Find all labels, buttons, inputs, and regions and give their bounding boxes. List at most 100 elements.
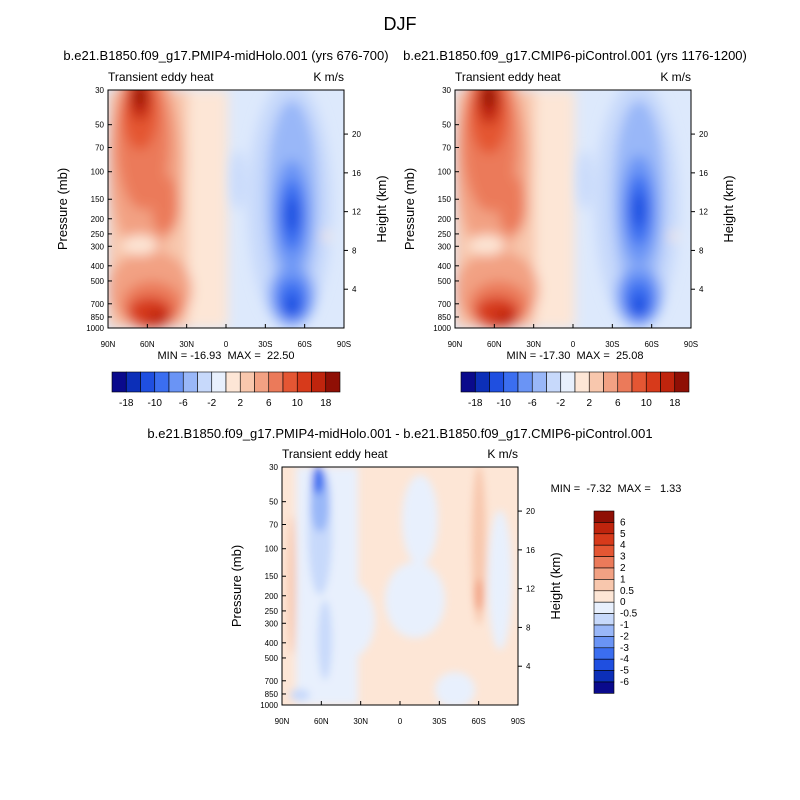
height-tick-label: 4 xyxy=(526,662,531,671)
y-tick-label: 300 xyxy=(91,242,105,251)
panel-2-colorbar: -18 -10 -6 -2 2 6 10 18 xyxy=(460,371,690,409)
colorbar-label: -4 xyxy=(620,654,629,665)
colorbar-box xyxy=(593,590,615,603)
colorbar-label: 0.5 xyxy=(620,586,634,597)
colorbar-box xyxy=(197,371,213,393)
colorbar-box xyxy=(154,371,170,393)
x-tick-label: 60S xyxy=(298,340,312,349)
height-tick-label: 4 xyxy=(352,285,357,294)
panel-1-stats: MIN = -16.93 MAX = 22.50 xyxy=(158,350,295,362)
colorbar-label: 18 xyxy=(320,398,332,409)
y-tick-label: 150 xyxy=(265,572,279,581)
x-tick-label: 90N xyxy=(275,717,290,726)
x-tick-label: 0 xyxy=(571,340,576,349)
panel-3-ylabel-right: Height (km) xyxy=(548,552,563,619)
panel-3-stats: MIN = -7.32 MAX = 1.33 xyxy=(551,483,682,495)
y-tick-label: 100 xyxy=(265,545,279,554)
panel-2-left-label: Transient eddy heat xyxy=(455,70,561,84)
colorbar-label: 10 xyxy=(641,398,653,409)
colorbar-box xyxy=(593,670,615,683)
y-tick-label: 400 xyxy=(265,639,279,648)
panel-3-ylabel: Pressure (mb) xyxy=(229,545,244,627)
colorbar-label: 2 xyxy=(620,563,626,574)
panel-3: b.e21.B1850.f09_g17.PMIP4-midHolo.001 - … xyxy=(147,426,681,726)
x-tick-label: 90S xyxy=(684,340,698,349)
colorbar-box xyxy=(631,371,647,393)
colorbar-box xyxy=(593,613,615,626)
x-tick-label: 0 xyxy=(398,717,403,726)
colorbar-label: -3 xyxy=(620,643,629,654)
colorbar-box xyxy=(660,371,676,393)
height-tick-label: 16 xyxy=(526,546,535,555)
panel-1-colorbar: -18 -10 -6 -2 2 6 10 18 xyxy=(111,371,341,409)
panel-2-ylabel-right: Height (km) xyxy=(721,175,736,242)
colorbar-box xyxy=(593,522,615,535)
colorbar-box xyxy=(593,533,615,546)
colorbar-box xyxy=(645,371,661,393)
panel-2-x-ticks: 90N 60N 30N 0 30S 60S 90S xyxy=(448,324,698,349)
colorbar-label: 6 xyxy=(266,398,272,409)
colorbar-box xyxy=(225,371,241,393)
height-tick-label: 20 xyxy=(526,507,535,516)
y-tick-label: 30 xyxy=(442,86,451,95)
colorbar-label: -10 xyxy=(497,398,512,409)
y-tick-label: 850 xyxy=(438,313,452,322)
y-tick-label: 400 xyxy=(91,262,105,271)
colorbar-box xyxy=(268,371,284,393)
colorbar-label: 0 xyxy=(620,597,626,608)
colorbar-box xyxy=(593,636,615,649)
x-tick-label: 30S xyxy=(258,340,272,349)
colorbar-label: -2 xyxy=(556,398,565,409)
y-tick-label: 250 xyxy=(91,230,105,239)
colorbar-label: 1 xyxy=(620,574,626,585)
panel-2-ylabel: Pressure (mb) xyxy=(402,168,417,250)
panel-3-left-label: Transient eddy heat xyxy=(282,447,388,461)
panel-2-field xyxy=(455,90,691,328)
y-tick-label: 500 xyxy=(265,654,279,663)
colorbar-box xyxy=(239,371,255,393)
colorbar-label: 10 xyxy=(292,398,304,409)
colorbar-box xyxy=(211,371,227,393)
y-tick-label: 30 xyxy=(269,463,278,472)
y-tick-label: 150 xyxy=(438,195,452,204)
colorbar-box xyxy=(296,371,312,393)
height-tick-label: 12 xyxy=(526,585,535,594)
colorbar-label: -18 xyxy=(119,398,134,409)
panel-1-y-ticks: 30 50 70 100 150 200 250 300 400 500 700 850 1000 xyxy=(86,86,112,333)
colorbar-box xyxy=(168,371,184,393)
panel-1-height-ticks: 20 16 12 8 4 xyxy=(344,130,361,294)
x-tick-label: 90S xyxy=(337,340,351,349)
colorbar-box xyxy=(593,624,615,637)
colorbar-box xyxy=(140,371,156,393)
colorbar-box xyxy=(517,371,533,393)
colorbar-box xyxy=(593,681,615,694)
colorbar-box xyxy=(531,371,547,393)
colorbar-box xyxy=(311,371,327,393)
x-tick-label: 60N xyxy=(140,340,155,349)
y-tick-label: 70 xyxy=(269,521,278,530)
figure-title: DJF xyxy=(384,14,417,34)
colorbar-box xyxy=(617,371,633,393)
y-tick-label: 500 xyxy=(91,277,105,286)
y-tick-label: 50 xyxy=(95,121,104,130)
colorbar-box xyxy=(560,371,576,393)
panel-3-field xyxy=(282,467,518,705)
colorbar-box xyxy=(593,647,615,660)
y-tick-label: 700 xyxy=(91,300,105,309)
colorbar-label: 18 xyxy=(669,398,681,409)
colorbar-box xyxy=(593,658,615,671)
colorbar-label: 2 xyxy=(237,398,243,409)
panel-2-stats: MIN = -17.30 MAX = 25.08 xyxy=(507,350,644,362)
colorbar-box xyxy=(593,579,615,592)
y-tick-label: 700 xyxy=(265,677,279,686)
y-tick-label: 1000 xyxy=(433,324,451,333)
x-tick-label: 60S xyxy=(472,717,486,726)
colorbar-label: 6 xyxy=(620,517,626,528)
colorbar-label: -6 xyxy=(179,398,188,409)
colorbar-label: -10 xyxy=(148,398,163,409)
y-tick-label: 850 xyxy=(91,313,105,322)
panel-2: b.e21.B1850.f09_g17.CMIP6-piControl.001 … xyxy=(402,48,747,409)
y-tick-label: 100 xyxy=(91,168,105,177)
